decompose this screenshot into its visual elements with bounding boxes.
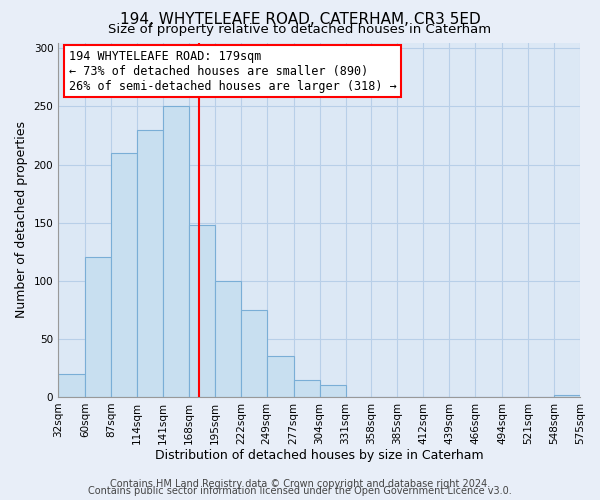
Bar (241, 310, 267, 397)
Bar (163, 106, 189, 397)
Text: Size of property relative to detached houses in Caterham: Size of property relative to detached ho… (109, 24, 491, 36)
Text: Contains HM Land Registry data © Crown copyright and database right 2024.: Contains HM Land Registry data © Crown c… (110, 479, 490, 489)
Bar (85, 258, 111, 397)
Bar (215, 280, 241, 397)
Bar (293, 380, 320, 397)
Bar (58, 374, 85, 397)
Text: 194 WHYTELEAFE ROAD: 179sqm
← 73% of detached houses are smaller (890)
26% of se: 194 WHYTELEAFE ROAD: 179sqm ← 73% of det… (68, 50, 397, 92)
Text: Contains public sector information licensed under the Open Government Licence v3: Contains public sector information licen… (88, 486, 512, 496)
X-axis label: Distribution of detached houses by size in Caterham: Distribution of detached houses by size … (155, 450, 484, 462)
Bar (189, 225, 215, 397)
Bar (554, 394, 580, 397)
Y-axis label: Number of detached properties: Number of detached properties (15, 121, 28, 318)
Text: 194, WHYTELEAFE ROAD, CATERHAM, CR3 5ED: 194, WHYTELEAFE ROAD, CATERHAM, CR3 5ED (119, 12, 481, 28)
Bar (137, 130, 163, 397)
Bar (267, 356, 293, 397)
Bar (320, 386, 346, 397)
Bar (111, 153, 137, 397)
